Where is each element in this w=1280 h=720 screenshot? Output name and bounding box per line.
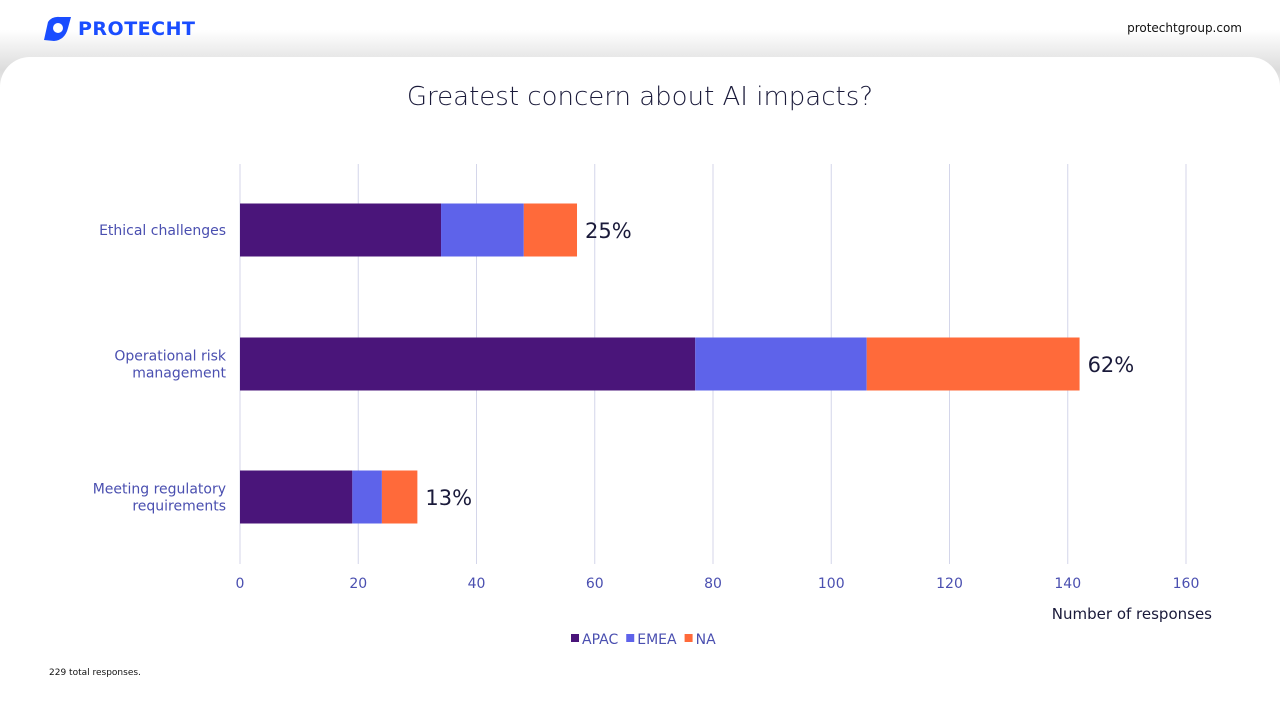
bar-segment-na [381,470,418,524]
x-tick-label: 40 [468,576,486,592]
header: PROTECHT protechtgroup.com [0,0,1280,56]
data-label: 25% [585,219,632,243]
x-tick-label: 80 [704,576,722,592]
x-tick-label: 60 [586,576,604,592]
x-tick-label: 20 [349,576,367,592]
y-category-label: requirements [132,499,226,515]
legend-label-emea: EMEA [637,632,677,648]
bar-segment-na [866,337,1080,391]
x-tick-label: 120 [936,576,963,592]
footnote: 229 total responses. [49,668,141,678]
bar-segment-emea [352,470,382,524]
logo-icon [44,16,71,41]
data-label: 13% [425,486,472,510]
data-label: 62% [1088,353,1135,377]
chart-title: Greatest concern about AI impacts? [406,82,874,112]
y-category-label: Operational risk [114,349,227,365]
x-axis-title: Number of responses [1052,605,1212,623]
legend-swatch-na [684,634,693,642]
x-tick-label: 140 [1054,576,1081,592]
y-category-label: Ethical challenges [99,223,226,239]
brand-name: PROTECHT [78,18,196,40]
legend-label-na: NA [696,632,716,648]
protecht-logo: PROTECHT [40,16,195,42]
bar-segment-apac [240,470,353,524]
legend-swatch-apac [571,634,579,642]
y-category-label: management [132,366,226,382]
y-category-label: Meeting regulatory [93,482,226,498]
bar-segment-emea [695,337,867,391]
site-url[interactable]: protechtgroup.com [1127,21,1242,35]
x-tick-label: 100 [818,576,845,592]
x-tick-label: 160 [1173,576,1200,592]
bar-segment-apac [240,337,696,391]
bar-segment-apac [240,203,442,257]
bar-segment-emea [441,203,524,257]
x-tick-label: 0 [236,576,245,592]
bar-segment-na [523,203,578,257]
legend-swatch-emea [626,634,635,642]
legend-label-apac: APAC [582,632,618,648]
